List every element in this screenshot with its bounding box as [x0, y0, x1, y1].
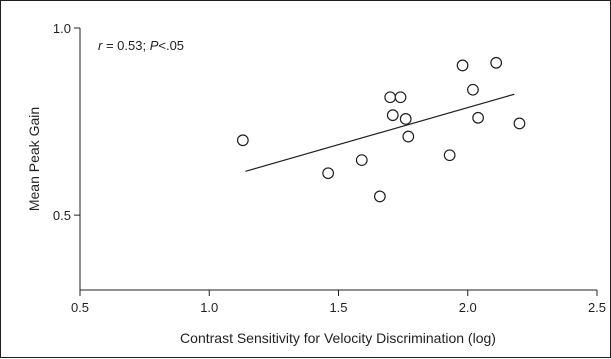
- r-value-text: = 0.53;: [102, 38, 149, 53]
- data-point: [394, 91, 407, 104]
- x-tick-label: 2.5: [588, 300, 606, 315]
- data-point: [472, 111, 484, 124]
- data-point: [373, 190, 386, 203]
- y-ticks: 0.5 1.0: [53, 21, 80, 223]
- p-symbol: P: [150, 38, 159, 53]
- correlation-annotation: r = 0.53; P<.05: [98, 38, 184, 53]
- x-tick-label: 1.5: [329, 300, 347, 315]
- data-point: [399, 113, 412, 125]
- y-axis-title: Mean Peak Gain: [26, 107, 42, 211]
- x-ticks: 0.5 1.0 1.5 2.0 2.5: [71, 290, 606, 315]
- data-point: [236, 134, 249, 147]
- x-tick-label: 2.0: [459, 300, 477, 315]
- data-point: [402, 130, 415, 143]
- data-point: [456, 59, 469, 72]
- data-point: [443, 149, 456, 162]
- data-point: [513, 117, 526, 130]
- r-symbol: r: [98, 38, 103, 53]
- y-tick-label: 0.5: [53, 208, 71, 223]
- p-value-text: <.05: [158, 38, 184, 53]
- axes: [79, 28, 597, 291]
- data-points: [236, 56, 526, 203]
- data-point: [490, 56, 503, 69]
- data-point: [384, 91, 397, 104]
- data-point: [355, 154, 368, 167]
- x-tick-label: 0.5: [71, 300, 89, 315]
- data-point: [467, 83, 479, 96]
- data-point: [322, 167, 335, 180]
- x-axis-title: Contrast Sensitivity for Velocity Discri…: [180, 330, 496, 346]
- y-tick-label: 1.0: [53, 21, 71, 36]
- regression-line: [245, 93, 515, 172]
- regression-line-group: [245, 93, 515, 172]
- x-tick-label: 1.0: [200, 300, 218, 315]
- data-point: [386, 109, 399, 122]
